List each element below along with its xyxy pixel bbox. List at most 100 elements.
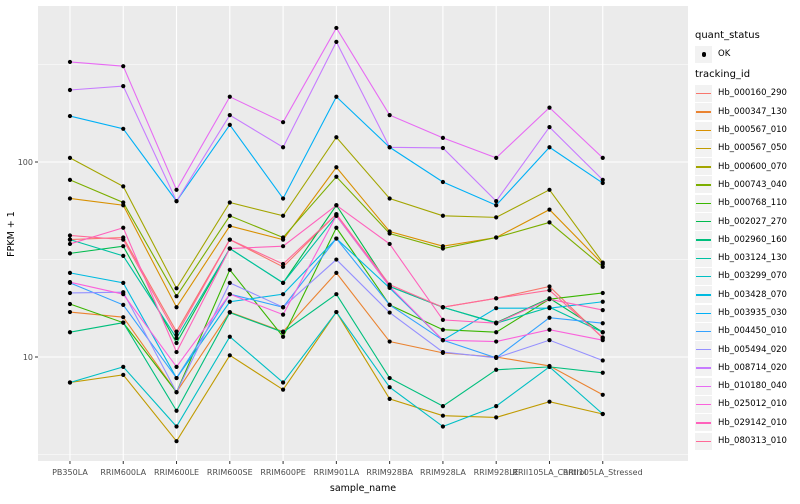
data-point xyxy=(174,199,179,204)
legend-item-Hb_000160_290: Hb_000160_290 xyxy=(695,84,800,102)
line-symbol xyxy=(696,294,711,296)
legend-label: Hb_000160_290 xyxy=(718,88,787,99)
line-symbol xyxy=(696,239,711,241)
data-point xyxy=(227,310,232,315)
data-point xyxy=(494,235,499,240)
data-point xyxy=(600,335,605,340)
x-tick-label: RRIM600SE xyxy=(207,468,253,477)
data-point xyxy=(494,296,499,301)
x-tick-label: RRII105LA_Stressed xyxy=(563,468,643,477)
line-symbol xyxy=(696,221,711,223)
data-point xyxy=(334,165,339,170)
data-point xyxy=(600,370,605,375)
legend-line-key xyxy=(695,121,712,139)
legend-label: Hb_002960_160 xyxy=(718,234,787,245)
data-point xyxy=(547,124,552,130)
data-point xyxy=(280,380,286,385)
data-point xyxy=(67,251,73,256)
data-point xyxy=(387,145,392,150)
data-point xyxy=(174,408,179,413)
data-point xyxy=(440,246,446,251)
data-point xyxy=(280,261,286,267)
data-point xyxy=(547,338,552,343)
legend-label: Hb_005494_020 xyxy=(718,344,787,355)
legend-line-key xyxy=(695,377,712,395)
data-point xyxy=(227,213,232,218)
data-point xyxy=(494,404,499,409)
data-point xyxy=(121,364,126,369)
legend-line-key xyxy=(695,341,712,359)
line-symbol xyxy=(696,385,711,388)
line-symbol xyxy=(696,129,711,131)
data-point xyxy=(387,396,392,401)
data-point xyxy=(494,306,499,311)
legend-label: Hb_010180_040 xyxy=(718,381,787,392)
legend-item-Hb_003124_130: Hb_003124_130 xyxy=(695,249,800,267)
data-point xyxy=(67,301,73,307)
legend-item-Hb_003935_030: Hb_003935_030 xyxy=(695,304,800,322)
data-point xyxy=(600,177,605,182)
data-point xyxy=(547,306,552,311)
line-symbol xyxy=(696,422,711,424)
data-point xyxy=(280,312,286,317)
data-point xyxy=(280,264,286,269)
data-point xyxy=(174,349,179,355)
data-point xyxy=(600,330,605,335)
data-point xyxy=(387,282,392,287)
x-tick-label: RRII105LA_Control xyxy=(512,468,586,477)
data-point xyxy=(121,302,126,308)
line-symbol xyxy=(696,367,711,369)
data-point xyxy=(600,290,605,296)
data-point xyxy=(600,392,605,397)
data-point xyxy=(121,292,126,297)
data-point xyxy=(494,321,499,326)
data-point xyxy=(387,302,392,308)
legend-item-Hb_005494_020: Hb_005494_020 xyxy=(695,340,800,359)
data-point xyxy=(121,237,126,242)
legend-title-tracking_id: tracking_id xyxy=(695,69,751,81)
legend-item-OK: OK xyxy=(695,45,800,63)
line-symbol xyxy=(696,403,711,406)
line-symbol xyxy=(696,312,711,314)
data-point xyxy=(547,288,552,293)
data-point xyxy=(547,399,552,404)
data-point xyxy=(600,264,605,269)
legend-line-key xyxy=(695,158,712,176)
data-point xyxy=(67,113,73,119)
data-point xyxy=(440,338,446,343)
legend-label: OK xyxy=(718,49,731,60)
data-point xyxy=(174,336,179,341)
data-point xyxy=(227,292,232,297)
data-point xyxy=(174,294,179,299)
data-point xyxy=(67,237,73,242)
data-points xyxy=(67,25,605,444)
data-point xyxy=(121,126,126,131)
data-point xyxy=(387,231,392,236)
data-point xyxy=(280,244,286,249)
data-point xyxy=(334,203,339,208)
data-point xyxy=(334,94,339,99)
line-symbol xyxy=(696,92,711,95)
data-point xyxy=(334,309,339,315)
data-point xyxy=(387,339,392,344)
legend-line-key xyxy=(695,176,712,194)
data-point xyxy=(121,200,126,205)
data-point xyxy=(334,257,339,262)
data-point xyxy=(387,196,392,201)
legend-line-key xyxy=(695,103,712,121)
legend-label: Hb_002027_270 xyxy=(718,216,787,227)
legend-line-key xyxy=(695,231,712,249)
legend-label: Hb_025012_010 xyxy=(718,399,787,410)
legend-item-Hb_004450_010: Hb_004450_010 xyxy=(695,322,800,340)
data-point xyxy=(67,196,73,201)
panel-background xyxy=(38,6,688,461)
data-point xyxy=(174,364,179,369)
data-point xyxy=(174,424,179,429)
data-point xyxy=(280,330,286,335)
data-point xyxy=(547,105,552,110)
data-point xyxy=(600,155,605,160)
data-point xyxy=(494,330,499,335)
data-point xyxy=(121,253,126,258)
data-point xyxy=(227,334,232,339)
data-point xyxy=(227,299,232,304)
